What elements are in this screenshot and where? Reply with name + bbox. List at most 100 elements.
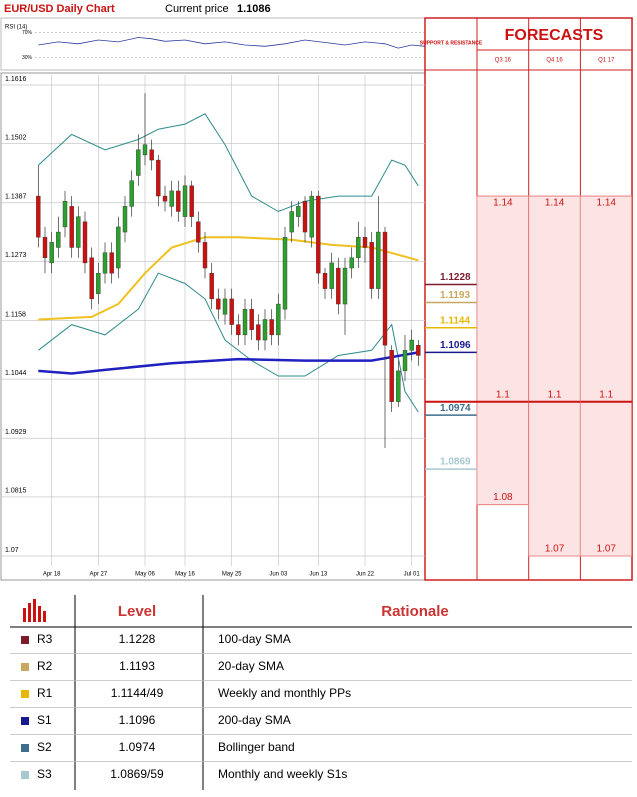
forecast-range: [580, 195, 633, 557]
candle-body: [102, 252, 108, 274]
candle-body: [42, 237, 48, 258]
forecast-label: 1.08: [493, 492, 513, 503]
table-cell: 200-day SMA: [218, 713, 291, 727]
chart-title: EUR/USD Daily Chart: [4, 3, 115, 15]
candle-body: [196, 221, 201, 243]
candle-body: [369, 242, 374, 289]
level-swatch: [21, 744, 29, 752]
indicator-line: [37, 113, 419, 213]
table-header: Level: [118, 603, 156, 620]
candle-body: [56, 231, 61, 248]
y-tick-label: 1.0815: [5, 488, 27, 495]
current-price-label: Current price: [165, 3, 229, 15]
y-tick-label: 1.1387: [5, 194, 27, 201]
candle-body: [396, 370, 401, 402]
candle-body: [189, 185, 194, 217]
table-cell: S1: [37, 713, 52, 727]
candle-body: [156, 159, 161, 197]
x-tick-label: Jul 01: [404, 572, 421, 578]
candle-body: [162, 195, 168, 202]
level-label: 1.1193: [440, 290, 470, 301]
forecast-label: 1.14: [597, 198, 617, 209]
candle-body: [36, 195, 41, 238]
candle-body: [82, 221, 88, 264]
candle-body: [222, 298, 228, 315]
level-label: 1.1096: [440, 340, 471, 351]
candle-body: [256, 324, 261, 341]
x-tick-label: Jun 13: [309, 572, 328, 578]
forecast-label: 1.07: [545, 544, 565, 555]
candle-body: [129, 180, 134, 207]
table-cell: R1: [37, 686, 53, 700]
rsi-tick-label: 30%: [22, 55, 33, 61]
level-label: 1.0869: [440, 457, 471, 468]
candle-body: [356, 237, 361, 258]
indicator-line: [38, 236, 419, 321]
candle-body: [362, 237, 368, 248]
candle-body: [376, 231, 381, 289]
y-tick-label: 1.1616: [5, 76, 27, 83]
candle-body: [109, 252, 114, 274]
quarter-label: Q1 17: [598, 58, 615, 64]
y-tick-label: 1.1044: [5, 370, 27, 377]
candle-body: [349, 257, 354, 269]
indicator-line: [38, 351, 419, 375]
level-swatch: [21, 771, 29, 779]
candle-body: [382, 231, 388, 346]
level-swatch: [21, 663, 29, 671]
indicator-line: [37, 272, 419, 413]
table-cell: 1.1144/49: [111, 686, 164, 700]
table-cell: 1.0869/59: [110, 767, 164, 781]
table-cell: 100-day SMA: [218, 632, 291, 646]
candle-body: [316, 195, 321, 274]
table-cell: Monthly and weekly S1s: [218, 767, 347, 781]
sr-header: SUPPORT & RESISTANCE: [420, 40, 483, 46]
forecast-label: 1.1: [548, 389, 562, 400]
rsi-tick-label: 70%: [22, 30, 33, 36]
level-label: 1.0974: [440, 403, 471, 414]
level-swatch: [21, 636, 29, 644]
table-cell: Weekly and monthly PPs: [218, 686, 351, 700]
table: Level Rationale: [10, 595, 632, 790]
candle-body: [136, 149, 141, 176]
candle-body: [229, 298, 234, 325]
table-cell: R2: [37, 659, 53, 673]
candle-body: [149, 149, 154, 161]
table-cell: 1.1193: [119, 659, 155, 673]
level-swatch: [21, 690, 29, 698]
x-tick-label: Jun 22: [356, 572, 375, 578]
x-tick-label: May 16: [175, 572, 195, 578]
candle-body: [49, 242, 54, 264]
candle-body: [409, 339, 414, 351]
candle-body: [249, 308, 254, 330]
level-label: 1.1144: [440, 315, 470, 326]
candle-body: [302, 201, 308, 233]
forecast-label: 1.1: [599, 389, 613, 400]
table-cell: 1.1228: [119, 632, 156, 646]
candle-body: [142, 144, 148, 156]
candle-body: [276, 303, 281, 336]
quarter-label: Q3 16: [495, 58, 512, 64]
y-tick-label: 1.07: [5, 547, 19, 554]
forecast-label: 1.14: [493, 198, 513, 209]
candle-body: [336, 267, 341, 305]
forecast-range: [476, 195, 530, 505]
candle-body: [309, 195, 314, 238]
x-tick-label: Apr 18: [43, 572, 61, 578]
table-header: Rationale: [381, 603, 449, 620]
table-cell: 1.0974: [119, 740, 156, 754]
price-frame: [0, 72, 426, 581]
forecast-label: 1.14: [545, 198, 565, 209]
candle-body: [96, 272, 101, 294]
candle-body: [282, 237, 288, 310]
x-tick-label: Jun 03: [269, 572, 288, 578]
candle-body: [169, 190, 174, 207]
candle-body: [289, 211, 294, 233]
x-tick-label: May 25: [222, 572, 242, 578]
quarter-label: Q4 16: [546, 58, 563, 64]
rsi-label: RSI (14): [5, 25, 27, 31]
candle-body: [416, 344, 421, 356]
current-price: 1.1086: [237, 3, 271, 15]
candle-body: [296, 206, 301, 217]
